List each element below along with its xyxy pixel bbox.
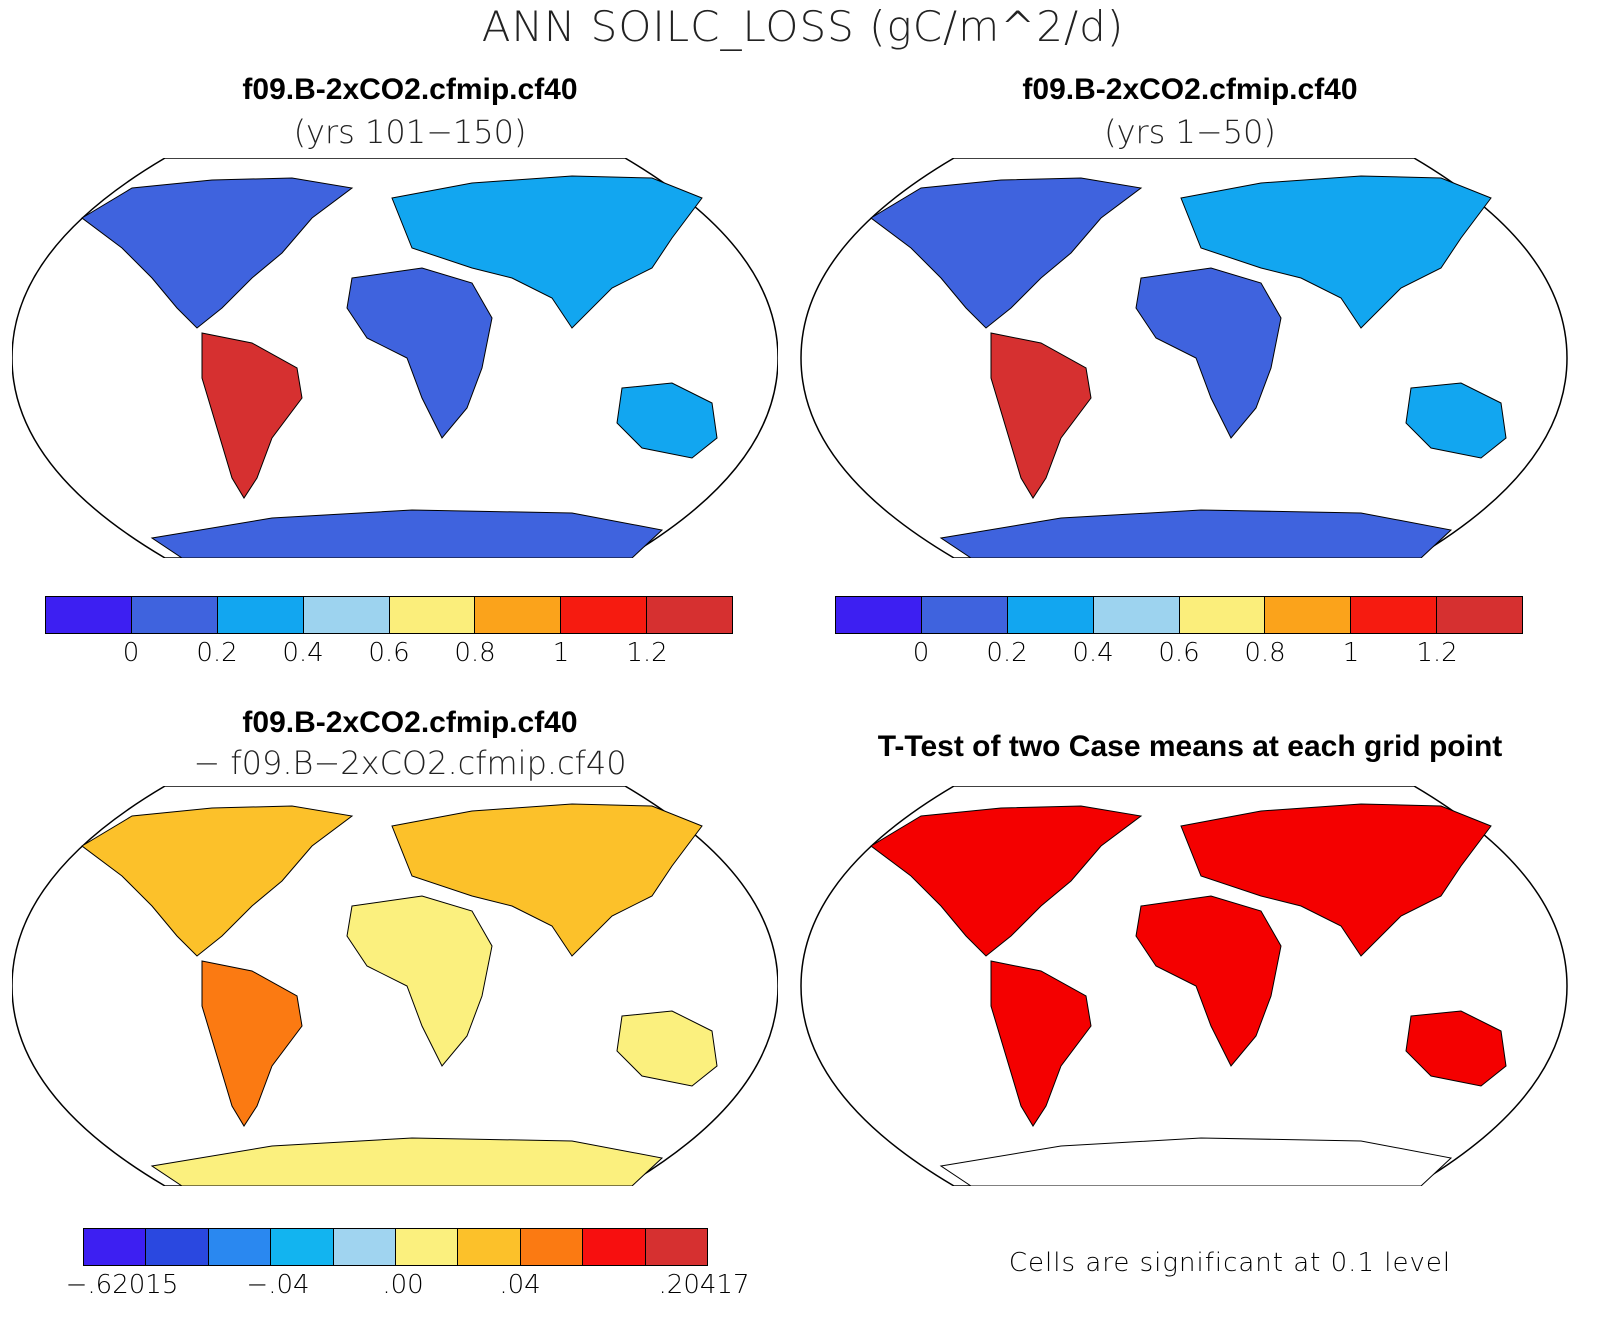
colorbar-tl-swatch — [217, 597, 304, 633]
colorbar-tl-tick-label: 1 — [552, 638, 570, 668]
colorbar-tl-swatch — [303, 597, 390, 633]
colorbar-tl — [45, 596, 733, 634]
landmass-eur — [1180, 803, 1492, 957]
colorbar-diff — [83, 1228, 708, 1266]
colorbar-tr-tick-label: 0.8 — [1244, 638, 1286, 668]
colorbar-tr-tick-label: 1.2 — [1416, 638, 1458, 668]
landmass-aus — [616, 1010, 718, 1087]
panel-tl-case-title: f09.B-2xCO2.cfmip.cf40 — [242, 73, 578, 106]
panel-tr-map — [800, 158, 1568, 558]
colorbar-diff-swatch — [583, 1229, 646, 1265]
colorbar-diff-tick-label: .00 — [382, 1270, 424, 1300]
panel-br-title: T-Test of two Case means at each grid po… — [877, 730, 1503, 763]
colorbar-diff-tick-label: .20417 — [658, 1270, 750, 1300]
landmass-sam — [990, 960, 1092, 1127]
colorbar-tl-tick-label: 0.4 — [282, 638, 324, 668]
colorbar-tr-swatch — [1093, 597, 1180, 633]
landmass-sam — [201, 960, 303, 1127]
colorbar-diff-swatch — [333, 1229, 397, 1265]
colorbar-diff-swatch — [146, 1229, 209, 1265]
land-field — [81, 803, 718, 1186]
landmass-nam — [81, 805, 354, 957]
colorbar-tl-tick-label: 1.2 — [626, 638, 668, 668]
colorbar-tr-swatch — [1265, 597, 1352, 633]
colorbar-tr-swatch — [921, 597, 1008, 633]
panel-tr-case-title: f09.B-2xCO2.cfmip.cf40 — [1022, 73, 1358, 106]
colorbar-diff-swatch — [84, 1229, 147, 1265]
colorbar-tr-tick-label: 0.2 — [986, 638, 1028, 668]
colorbar-tl-tick-label: 0.8 — [454, 638, 496, 668]
landmass-aus — [1405, 382, 1507, 459]
colorbar-diff-swatch — [645, 1229, 708, 1265]
panel-tr-period: (yrs 1−50) — [1104, 113, 1276, 151]
landmass-sam — [201, 332, 303, 499]
colorbar-tl-tick-label: 0.6 — [368, 638, 410, 668]
panel-bl-minus-case: − f09.B−2xCO2.cfmip.cf40 — [193, 744, 627, 782]
colorbar-diff-tick-label: −.62015 — [65, 1270, 179, 1300]
landmass-afr — [346, 895, 493, 1067]
panel-bl-map — [12, 786, 778, 1186]
colorbar-tl-swatch — [561, 597, 648, 633]
significance-note: Cells are significant at 0.1 level — [1008, 1248, 1452, 1278]
colorbar-tl-swatch — [131, 597, 218, 633]
colorbar-tl-swatch — [46, 597, 132, 633]
landmass-afr — [346, 267, 493, 439]
landmass-eur — [391, 803, 703, 957]
land-field — [81, 175, 718, 558]
colorbar-diff-swatch — [458, 1229, 521, 1265]
colorbar-tr-swatch — [1179, 597, 1266, 633]
landmass-afr — [1135, 267, 1282, 439]
colorbar-diff-tick-label: −.04 — [246, 1270, 310, 1300]
landmass-afr — [1135, 895, 1282, 1067]
landmass-aus — [616, 382, 718, 459]
colorbar-diff-swatch — [208, 1229, 272, 1265]
panel-tl-period: (yrs 101−150) — [293, 113, 527, 151]
landmass-ant — [939, 1137, 1453, 1186]
panel-tl-map — [12, 158, 778, 558]
landmass-eur — [391, 175, 703, 329]
colorbar-tr-tick-label: 0 — [912, 638, 930, 668]
landmass-nam — [870, 805, 1143, 957]
colorbar-tr — [835, 596, 1523, 634]
colorbar-tl-tick-label: 0.2 — [196, 638, 238, 668]
colorbar-tr-tick-label: 0.6 — [1158, 638, 1200, 668]
landmass-aus — [1405, 1010, 1507, 1087]
colorbar-tl-swatch — [647, 597, 732, 633]
panel-br-map — [800, 786, 1568, 1186]
colorbar-diff-tick-label: .04 — [499, 1270, 541, 1300]
colorbar-tl-swatch — [475, 597, 562, 633]
colorbar-diff-swatch — [271, 1229, 334, 1265]
landmass-nam — [81, 177, 354, 329]
colorbar-diff-swatch — [520, 1229, 584, 1265]
colorbar-tr-swatch — [1351, 597, 1438, 633]
landmass-ant — [939, 509, 1453, 558]
colorbar-tl-swatch — [389, 597, 476, 633]
land-field — [870, 803, 1507, 1186]
colorbar-tl-tick-label: 0 — [122, 638, 140, 668]
landmass-sam — [990, 332, 1092, 499]
landmass-nam — [870, 177, 1143, 329]
landmass-ant — [150, 1137, 664, 1186]
panel-bl-case-title: f09.B-2xCO2.cfmip.cf40 — [242, 706, 578, 739]
colorbar-diff-swatch — [396, 1229, 459, 1265]
colorbar-tr-swatch — [1437, 597, 1522, 633]
colorbar-tr-tick-label: 0.4 — [1072, 638, 1114, 668]
landmass-ant — [150, 509, 664, 558]
colorbar-tr-swatch — [1007, 597, 1094, 633]
land-field — [870, 175, 1507, 558]
colorbar-tr-tick-label: 1 — [1342, 638, 1360, 668]
figure-title: ANN SOILC_LOSS (gC/m^2/d) — [481, 2, 1125, 51]
colorbar-tr-swatch — [836, 597, 922, 633]
landmass-eur — [1180, 175, 1492, 329]
